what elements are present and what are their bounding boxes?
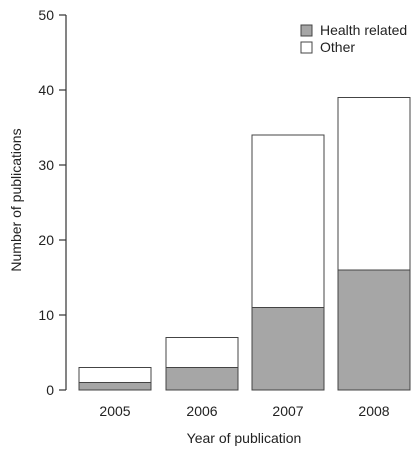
y-tick-label: 30 <box>38 157 54 173</box>
x-tick-label: 2008 <box>358 403 389 419</box>
bar-2006-other <box>165 337 239 368</box>
y-tick-label: 0 <box>46 382 54 398</box>
y-tick-label: 50 <box>38 7 54 23</box>
bar-2008-health-related <box>337 269 411 391</box>
bars <box>78 97 411 391</box>
x-axis: 2005 2006 2007 2008 <box>99 403 389 419</box>
bar-2007-other <box>251 134 325 308</box>
x-tick-label: 2006 <box>186 403 217 419</box>
legend-label-health-related: Health related <box>320 22 407 38</box>
bar-2006-health-related <box>165 367 239 391</box>
bar-2008-other <box>337 97 411 271</box>
bar-2005-other <box>78 367 152 383</box>
x-axis-label: Year of publication <box>187 430 302 446</box>
legend-swatch-health-related <box>300 24 313 37</box>
y-axis-label: Number of publications <box>8 128 24 271</box>
y-axis: 0 10 20 30 40 50 <box>38 7 67 398</box>
legend-swatch-other <box>300 41 313 54</box>
y-tick-label: 20 <box>38 232 54 248</box>
x-tick-label: 2005 <box>99 403 130 419</box>
legend-label-other: Other <box>320 39 355 55</box>
y-tick-label: 10 <box>38 307 54 323</box>
y-tick-label: 40 <box>38 82 54 98</box>
bar-2007-health-related <box>251 307 325 391</box>
bar-2005-health-related <box>78 382 152 391</box>
x-tick-label: 2007 <box>272 403 303 419</box>
